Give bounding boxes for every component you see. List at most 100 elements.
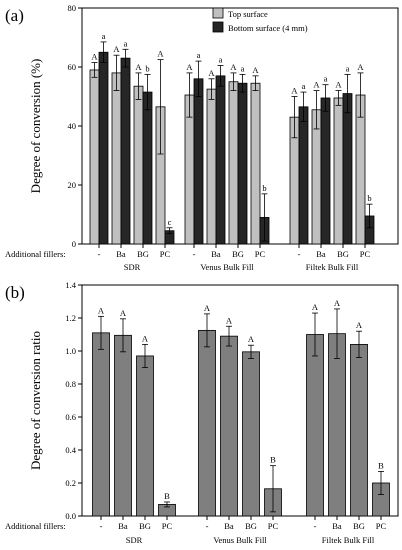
significance-label: B: [378, 460, 384, 470]
bar: [111, 72, 122, 245]
bar: [228, 81, 239, 245]
filler-label: Ba: [118, 521, 128, 531]
bar: [311, 109, 322, 245]
filler-label: -: [206, 521, 209, 531]
panel-b-chart: (b) Degree of conversion ratio 0.0 0.2 0.4 0.…: [5, 280, 399, 545]
filler-label: Ba: [332, 521, 342, 531]
significance-label: A: [98, 305, 105, 315]
filler-label: -: [298, 249, 301, 259]
group-label: Filtek Bulk Fill: [306, 262, 359, 272]
significance-label: a: [219, 55, 223, 65]
significance-label: a: [124, 38, 128, 48]
y-tick-label: 60: [68, 62, 77, 72]
filler-label: Ba: [224, 521, 234, 531]
significance-label: A: [226, 315, 233, 325]
y-tick-label: 1.4: [65, 280, 76, 290]
legend-swatch: [212, 21, 224, 33]
bar: [114, 334, 132, 517]
bar: [89, 69, 100, 245]
significance-label: A: [157, 49, 164, 59]
group-label: SDR: [126, 535, 143, 545]
y-tick-label: 40: [68, 121, 77, 131]
filler-label: BG: [139, 521, 151, 531]
legend-entry: Top surface: [228, 9, 268, 19]
bar: [350, 343, 368, 517]
bar: [206, 88, 217, 245]
panel-label: (b): [5, 283, 25, 302]
bar: [320, 97, 331, 245]
bar: [328, 333, 346, 517]
significance-label: A: [204, 303, 211, 313]
significance-label: a: [324, 74, 328, 84]
significance-label: A: [313, 80, 320, 90]
significance-label: b: [262, 183, 266, 193]
filler-label: BG: [232, 249, 244, 259]
significance-label: A: [291, 86, 298, 96]
filler-label: PC: [268, 521, 279, 531]
bar: [92, 332, 110, 517]
significance-label: a: [241, 63, 245, 73]
significance-label: A: [335, 80, 342, 90]
bar: [220, 335, 238, 517]
y-tick-label: 0.6: [65, 412, 76, 422]
y-tick-label: 80: [68, 3, 77, 13]
panel-label: (a): [5, 6, 24, 25]
significance-label: A: [91, 52, 98, 62]
filler-label: BG: [137, 249, 149, 259]
y-tick-label: 1.2: [65, 313, 76, 323]
group-label: Filtek Bulk Fill: [322, 535, 375, 545]
bar: [193, 78, 204, 245]
y-tick-label: 20: [68, 180, 77, 190]
filler-label: PC: [376, 521, 387, 531]
significance-label: A: [120, 308, 127, 318]
bar: [242, 351, 260, 517]
bar: [333, 97, 344, 245]
bar: [142, 91, 153, 245]
significance-label: A: [208, 68, 215, 78]
bar: [98, 51, 109, 245]
y-axis-title: Degree of conversion (%): [28, 59, 43, 194]
bar: [237, 82, 248, 245]
filler-label: Ba: [316, 249, 326, 259]
group-label: SDR: [124, 262, 141, 272]
filler-label: -: [100, 521, 103, 531]
group-label: Venus Bulk Fill: [200, 262, 254, 272]
panel-a-chart: (a) Degree of conversion (%) 0 20 40 60 80 Addi…: [5, 3, 399, 272]
bar: [298, 106, 309, 245]
significance-label: A: [113, 44, 120, 54]
filler-label: BG: [353, 521, 365, 531]
significance-label: A: [357, 62, 364, 72]
significance-label: b: [367, 193, 371, 203]
significance-label: a: [346, 63, 350, 73]
filler-label: -: [98, 249, 101, 259]
legend-entry: Bottom surface (4 mm): [228, 23, 308, 33]
bar: [342, 93, 353, 245]
group-label: Venus Bulk Fill: [213, 535, 267, 545]
significance-label: a: [197, 50, 201, 60]
y-tick-label: 0.0: [65, 511, 76, 521]
bar: [215, 75, 226, 245]
y-tick-label: 0.8: [65, 379, 76, 389]
significance-label: c: [168, 217, 172, 227]
bar: [306, 334, 324, 517]
significance-label: A: [186, 62, 193, 72]
y-tick-label: 1.0: [65, 346, 76, 356]
significance-label: a: [302, 81, 306, 91]
filler-label: PC: [162, 521, 173, 531]
filler-label: Ba: [211, 249, 221, 259]
significance-label: B: [270, 455, 276, 465]
filler-label: PC: [160, 249, 171, 259]
bar: [133, 85, 144, 245]
filler-label: Ba: [116, 249, 126, 259]
bar: [198, 329, 216, 517]
additional-fillers-label: Additional fillers:: [5, 521, 66, 531]
bar: [120, 57, 131, 245]
significance-label: B: [164, 491, 170, 501]
y-tick-label: 0: [72, 239, 76, 249]
filler-label: -: [314, 521, 317, 531]
y-tick-label: 0.4: [65, 445, 76, 455]
filler-label: BG: [337, 249, 349, 259]
significance-label: A: [135, 62, 142, 72]
significance-label: A: [312, 302, 319, 312]
